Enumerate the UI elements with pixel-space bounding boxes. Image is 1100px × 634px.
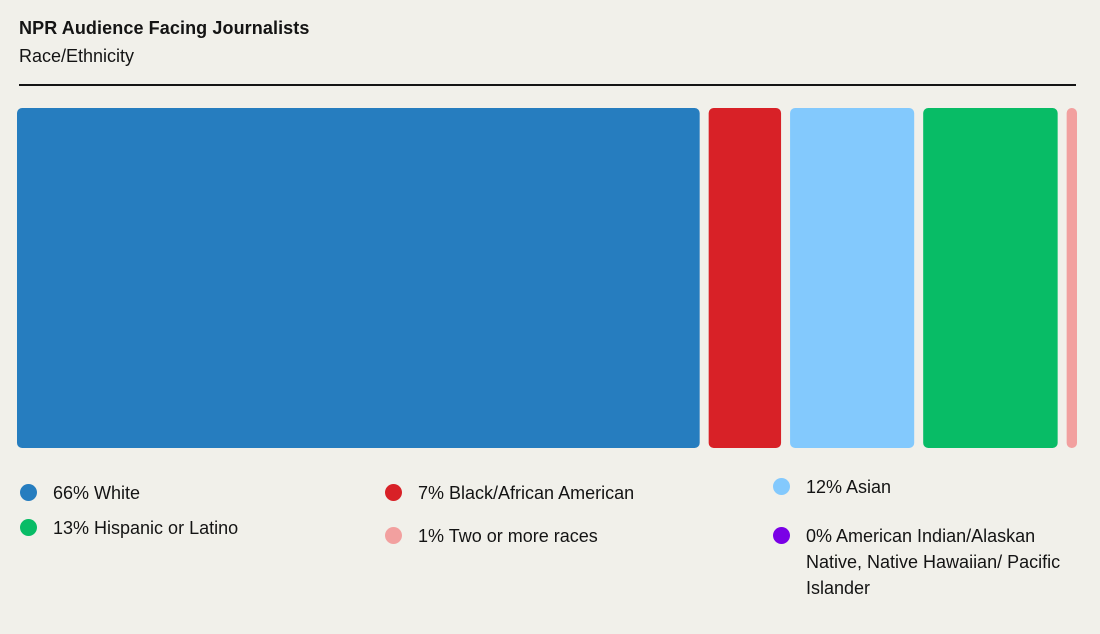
bar-segment-white [17, 108, 700, 448]
legend-swatch-black [385, 484, 402, 501]
legend-label-asian: 12% Asian [806, 477, 892, 497]
legend-swatch-white [20, 484, 37, 501]
legend-label-hispanic: 13% Hispanic or Latino [53, 518, 239, 538]
bar-segment-asian [790, 108, 915, 448]
legend-item-white: 66% White [20, 480, 350, 506]
legend-item-hispanic: 13% Hispanic or Latino [20, 515, 350, 541]
chart-subtitle: Race/Ethnicity [19, 46, 135, 66]
legend-label-aian-nhpi: 0% American Indian/Alaskan Native, Nativ… [806, 526, 1061, 598]
legend-label-white: 66% White [53, 483, 141, 503]
legend-swatch-aian-nhpi [773, 527, 790, 544]
chart-title: NPR Audience Facing Journalists [19, 18, 310, 38]
bar-segment-two-or-more-races [1066, 108, 1077, 448]
legend-item-aian-nhpi: 0% American Indian/Alaskan Native, Nativ… [773, 523, 1073, 601]
legend-label-two-or-more: 1% Two or more races [418, 526, 598, 546]
legend-swatch-two-or-more [385, 527, 402, 544]
legend-swatch-asian [773, 478, 790, 495]
legend-item-black: 7% Black/African American [385, 480, 725, 506]
bar-segment-black-african-american [708, 108, 782, 448]
bar-segment-hispanic-or-latino [923, 108, 1058, 448]
header-divider [19, 84, 1076, 86]
legend-label-black: 7% Black/African American [418, 483, 635, 503]
legend-item-two-or-more: 1% Two or more races [385, 523, 725, 549]
legend-item-asian: 12% Asian [773, 474, 1073, 500]
legend-swatch-hispanic [20, 519, 37, 536]
